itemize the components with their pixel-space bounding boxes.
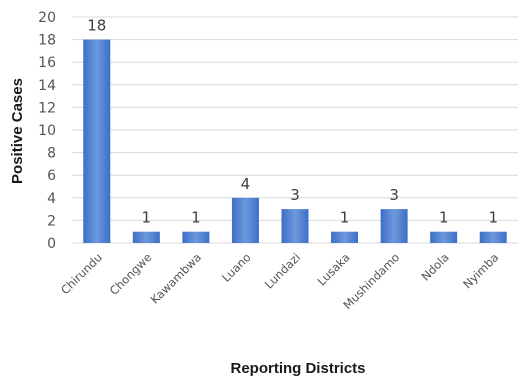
bar-nyimba [479,231,507,243]
y-tick-label: 12 [38,100,56,116]
y-tick-label: 20 [38,10,56,26]
bars [83,39,507,243]
bar-kawambwa [182,231,210,243]
x-tick-label: Ndola [418,250,451,283]
x-tick-label: Lusaka [314,250,352,288]
data-label: 1 [340,209,350,227]
data-label: 1 [488,209,498,227]
data-label: 3 [389,186,399,204]
y-tick-label: 2 [47,213,56,229]
bar-ndola [430,231,458,243]
y-tick-label: 16 [38,55,56,71]
bar-chirundu [83,39,111,243]
y-tick-label: 18 [38,33,56,49]
bar-mushindamo [380,209,408,243]
bar-lundazi [281,209,309,243]
y-tick-label: 0 [47,236,56,252]
bar-chongwe [132,231,160,243]
bar-luano [231,197,259,243]
data-label: 1 [191,209,201,227]
y-tick-label: 6 [47,168,56,184]
x-axis-title: Reporting Districts [230,360,365,377]
x-tick-label: Kawambwa [148,250,204,306]
bar-lusaka [331,231,359,243]
x-tick-label: Chirundu [58,250,105,297]
y-tick-label: 14 [38,78,56,94]
x-tick-label: Nyimba [460,250,501,291]
data-label: 4 [241,175,251,193]
data-label: 3 [290,186,300,204]
gridlines [72,16,518,244]
y-axis-ticks: 0 2 4 6 8 10 12 14 16 18 20 [38,10,56,252]
y-axis-title: Positive Cases [9,78,26,184]
data-label: 1 [142,209,152,227]
x-tick-label: Chongwe [107,250,155,298]
x-tick-label: Lundazi [262,250,303,291]
y-tick-label: 4 [47,191,56,207]
y-tick-label: 8 [47,146,56,162]
x-tick-label: Luano [219,250,254,285]
data-label: 18 [87,17,106,35]
data-label: 1 [439,209,449,227]
y-tick-label: 10 [38,123,56,139]
